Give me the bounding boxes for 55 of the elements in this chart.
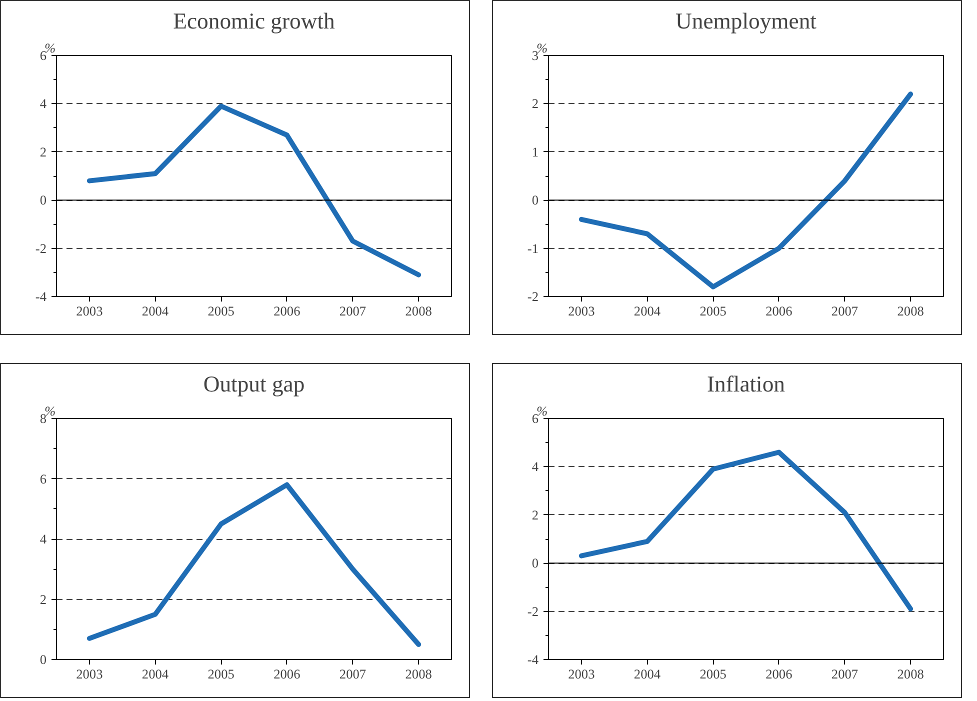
y-tick-label: 1 [532, 144, 539, 160]
y-tick-label: -2 [527, 604, 539, 619]
x-tick-label: 2007 [339, 304, 366, 318]
x-tick-label: 2003 [568, 666, 596, 682]
x-tick-label: 2005 [208, 666, 235, 682]
y-tick-label: 0 [40, 192, 47, 208]
x-tick-label: 2004 [142, 666, 169, 682]
x-tick-label: 2006 [274, 304, 301, 318]
x-tick-label: 2004 [634, 304, 661, 318]
x-tick-label: 2003 [76, 304, 104, 318]
x-tick-label: 2004 [142, 304, 169, 318]
x-tick-label: 2007 [831, 666, 858, 682]
y-tick-label: 4 [532, 459, 539, 474]
y-tick-label: 6 [40, 471, 47, 486]
y-tick-label: -1 [527, 240, 539, 256]
y-tick-label: 2 [532, 96, 539, 112]
y-axis-title: % [536, 404, 548, 418]
x-tick-label: 2006 [274, 666, 301, 682]
y-tick-label: -4 [35, 289, 47, 304]
chart-title: Unemployment [676, 8, 818, 34]
y-axis-title: % [44, 40, 56, 56]
chart-title: Economic growth [173, 8, 336, 34]
x-tick-label: 2005 [700, 304, 727, 318]
y-tick-label: 0 [532, 192, 539, 208]
y-tick-label: 8 [40, 411, 47, 426]
x-tick-label: 2005 [208, 304, 235, 318]
y-tick-label: 2 [532, 507, 539, 522]
y-tick-label: -2 [527, 289, 539, 304]
y-tick-label: 6 [532, 411, 539, 426]
y-tick-label: 4 [40, 532, 47, 546]
y-tick-label: 3 [532, 48, 539, 63]
x-tick-label: 2004 [634, 666, 661, 682]
x-tick-label: 2008 [897, 666, 924, 682]
x-tick-label: 2003 [76, 666, 104, 682]
y-tick-label: 0 [40, 652, 47, 667]
x-tick-label: 2007 [831, 304, 858, 318]
x-tick-label: 2008 [405, 304, 432, 318]
chart-title: Output gap [203, 372, 305, 396]
y-tick-label: 6 [40, 48, 47, 63]
y-tick-label: -2 [35, 240, 47, 256]
y-axis-title: % [44, 404, 56, 418]
x-tick-label: 2003 [568, 304, 596, 318]
y-tick-label: 2 [40, 144, 47, 160]
x-tick-label: 2006 [766, 666, 793, 682]
x-tick-label: 2007 [339, 666, 366, 682]
y-tick-label: 4 [40, 96, 47, 112]
chart-title: Inflation [706, 372, 786, 396]
y-axis-title: % [536, 40, 548, 56]
y-tick-label: 2 [40, 592, 47, 607]
x-tick-label: 2008 [897, 304, 924, 318]
y-tick-label: -4 [527, 652, 539, 667]
x-tick-label: 2006 [766, 304, 793, 318]
x-tick-label: 2008 [405, 666, 432, 682]
y-tick-label: 0 [532, 556, 539, 571]
x-tick-label: 2005 [700, 666, 727, 682]
